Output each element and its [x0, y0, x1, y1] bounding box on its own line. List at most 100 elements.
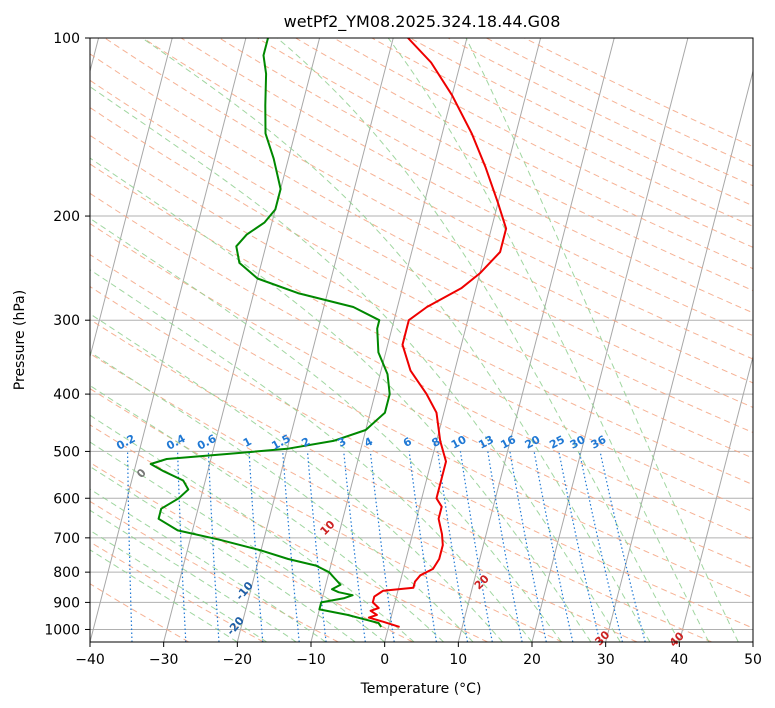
- x-tick-label: −30: [149, 652, 179, 668]
- temperature-profile: [367, 38, 508, 628]
- chart-title: wetPf2_YM08.2025.324.18.44.G08: [284, 12, 561, 32]
- mixing-ratio-label: 6: [401, 435, 414, 450]
- dry-adiabat-line: [447, 38, 753, 187]
- dewpoint-profile: [149, 38, 391, 628]
- isotherm-line: [310, 38, 468, 642]
- x-axis-title: Temperature (°C): [360, 681, 482, 697]
- y-tick-label: 800: [53, 565, 80, 581]
- moist-adiabat-line: [90, 313, 503, 642]
- moist-adiabat-line: [90, 529, 268, 642]
- mixing-ratio-line: [558, 451, 601, 642]
- y-axis-title: Pressure (hPa): [12, 290, 28, 390]
- isotherm-layer: [90, 38, 753, 642]
- dry-adiabat-line: [90, 163, 753, 513]
- dry-adiabat-line: [90, 192, 753, 541]
- dry-adiabat-line: [90, 541, 264, 642]
- moist-adiabat-line: [90, 384, 444, 642]
- dry-adiabat-line: [90, 53, 753, 408]
- isotherm-line: [384, 38, 542, 642]
- moist-adiabat-line: [90, 441, 386, 642]
- dry-adiabat-line: [90, 254, 753, 599]
- mixing-ratio-line: [533, 451, 574, 642]
- x-tick-label: 0: [380, 652, 389, 668]
- mixing-ratio-label: 25: [547, 433, 567, 452]
- moist-adiabat-line: [90, 549, 238, 642]
- series-layer: [149, 38, 508, 628]
- mixing-ratio-line: [248, 451, 264, 642]
- dry-adiabat-line: [90, 318, 712, 642]
- mixing-ratio-line: [599, 451, 646, 642]
- moist-adiabat-line: [90, 269, 533, 642]
- moist-adiabat-label: 0: [134, 466, 149, 481]
- dry-adiabat-line: [90, 106, 753, 459]
- y-tick-label: 400: [53, 387, 80, 403]
- mixing-ratio-line: [306, 451, 327, 642]
- mixing-ratio-line: [369, 451, 395, 642]
- mixing-ratio-label: 1: [241, 435, 254, 450]
- x-tick-label: 40: [670, 652, 688, 668]
- mixing-ratio-line: [81, 451, 82, 642]
- dry-adiabat-line: [524, 38, 753, 148]
- mixing-ratio-label: 0.4: [164, 432, 188, 453]
- moist-adiabat-layer: [90, 38, 739, 642]
- y-tick-label: 900: [53, 595, 80, 611]
- mixing-ratio-label: 20: [523, 433, 543, 452]
- moist-adiabat-label: 30: [592, 628, 612, 648]
- dry-adiabat-line: [90, 134, 753, 486]
- mixing-ratio-label: 0.6: [195, 432, 219, 453]
- isotherm-line: [752, 639, 753, 642]
- dry-adiabat-line: [333, 38, 753, 248]
- y-tick-label: 100: [53, 31, 80, 47]
- moist-adiabat-line: [90, 86, 621, 642]
- mixing-ratio-label: 16: [498, 433, 518, 452]
- moist-adiabat-line: [276, 38, 680, 642]
- y-tick-label: 200: [53, 209, 80, 225]
- isotherm-line: [678, 354, 753, 642]
- mixing-ratio-label: 1.5: [269, 432, 292, 453]
- dry-adiabat-line: [142, 38, 753, 360]
- isotherm-line: [90, 38, 173, 359]
- x-tick-label: −20: [223, 652, 253, 668]
- moist-adiabat-label: 20: [472, 572, 492, 592]
- mixing-ratio-line: [437, 451, 469, 642]
- x-tick-label: 50: [744, 652, 762, 668]
- isotherm-line: [457, 38, 615, 642]
- moist-adiabat-label: 10: [318, 518, 338, 538]
- moist-adiabat-label: 40: [667, 629, 687, 649]
- isotherm-line: [163, 38, 321, 642]
- x-tick-label: −10: [296, 652, 326, 668]
- isotherm-line: [531, 38, 689, 642]
- plot-frame: [89, 37, 754, 643]
- moist-adiabat-line: [90, 465, 356, 642]
- isotherm-line: [236, 38, 394, 642]
- mixing-ratio-line: [408, 451, 437, 642]
- moist-adiabat-line: [90, 351, 474, 642]
- moist-adiabat-line: [141, 38, 651, 642]
- plot-area: [81, 38, 753, 642]
- mixing-ratio-line: [487, 451, 523, 642]
- dry-adiabat-line: [90, 388, 563, 642]
- y-tick-label: 600: [53, 491, 80, 507]
- mixing-ratio-label: 36: [589, 433, 609, 452]
- y-tick-label: 1000: [44, 623, 80, 639]
- dry-adiabat-line: [90, 500, 339, 642]
- mixing-ratio-line: [509, 451, 547, 642]
- y-tick-label: 300: [53, 313, 80, 329]
- mixing-ratio-line: [578, 451, 623, 642]
- mixing-ratio-label: 0.2: [114, 432, 137, 453]
- mixing-ratio-label: 2: [299, 435, 312, 450]
- dry-adiabat-line: [90, 352, 638, 642]
- moist-adiabat-line: [387, 38, 710, 642]
- dry-adiabat-line: [104, 38, 753, 384]
- dry-adiabat-line: [371, 38, 753, 227]
- x-tick-label: −40: [75, 652, 105, 668]
- mixing-ratio-line: [343, 451, 366, 642]
- moist-adiabat-line: [90, 414, 415, 642]
- dry-adiabat-line: [90, 285, 753, 629]
- y-axis-ticks: 100 200 300 400 500 600 700 800 900 1000: [44, 31, 90, 639]
- dry-adiabat-line: [219, 38, 753, 314]
- y-tick-label: 500: [53, 444, 80, 460]
- mixing-ratio-label: 30: [568, 433, 588, 452]
- dry-adiabat-line: [90, 222, 753, 569]
